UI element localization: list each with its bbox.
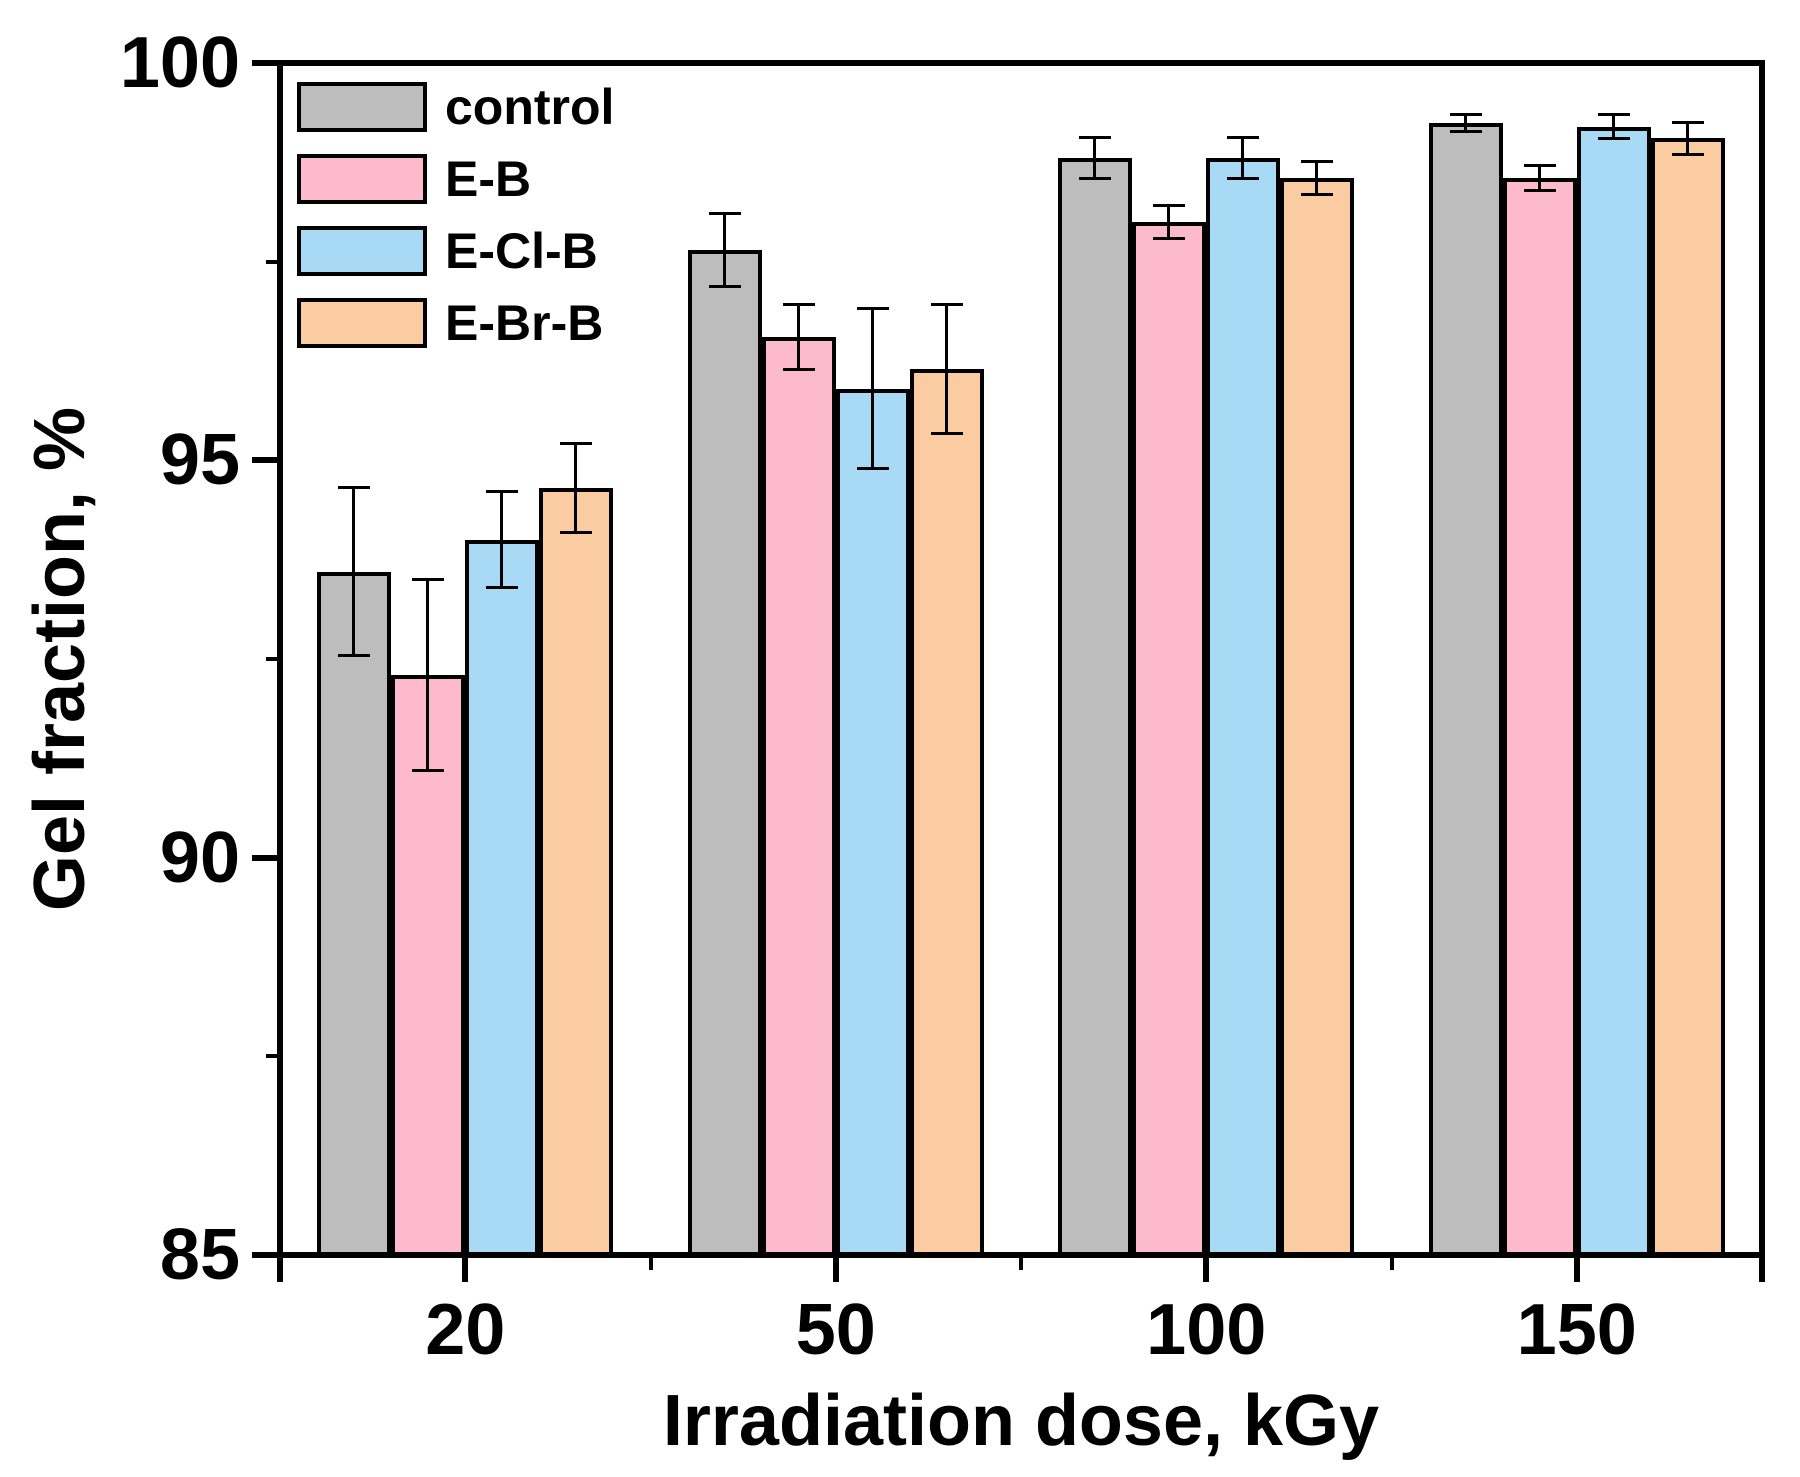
errorbar-line-e-br-b-50 [944,305,948,433]
y-axis-title: Gel fraction, % [20,406,100,912]
errorbar-line-e-b-100 [1167,206,1171,238]
bar-e-br-b-100 [1280,178,1355,1258]
errorbar-cap-bottom-e-b-50 [782,367,815,371]
y-minor-tick [266,259,280,264]
errorbar-cap-bottom-e-br-b-50 [930,431,963,435]
errorbar-cap-top-e-b-20 [412,577,445,581]
errorbar-cap-top-e-br-b-20 [560,442,593,446]
errorbar-line-e-b-150 [1537,166,1541,191]
x-minor-tick [1389,1258,1394,1270]
errorbar-cap-bottom-e-cl-b-150 [1597,137,1630,141]
errorbar-cap-top-e-br-b-150 [1671,120,1704,124]
errorbar-cap-top-e-br-b-100 [1301,160,1334,164]
errorbar-cap-top-control-100 [1079,136,1112,140]
errorbar-cap-bottom-control-50 [708,284,741,288]
legend-label-e-cl-b: E-Cl-B [445,223,598,279]
errorbar-cap-top-e-b-50 [782,303,815,307]
errorbar-cap-bottom-control-150 [1449,129,1482,133]
x-major-tick [832,1258,839,1282]
errorbar-cap-bottom-control-20 [338,654,371,658]
errorbar-line-e-cl-b-150 [1611,114,1615,139]
x-tick-label: 150 [1516,1290,1637,1370]
legend-swatch-e-cl-b [297,226,427,276]
legend-swatch-control [297,82,427,132]
errorbar-cap-bottom-e-cl-b-50 [856,467,889,471]
x-minor-tick [648,1258,653,1270]
errorbar-cap-top-e-cl-b-150 [1597,112,1630,116]
x-tick-label: 20 [425,1290,506,1370]
errorbar-cap-top-e-cl-b-20 [486,490,519,494]
y-major-tick [252,1252,280,1258]
errorbar-line-e-br-b-150 [1685,122,1689,155]
errorbar-line-e-b-20 [426,579,430,771]
x-major-tick [277,1258,283,1282]
errorbar-cap-bottom-e-br-b-100 [1301,193,1334,197]
errorbar-cap-bottom-e-br-b-20 [560,530,593,534]
errorbar-cap-bottom-control-100 [1079,177,1112,181]
legend-swatch-e-b [297,154,427,204]
y-tick-label: 95 [159,420,240,501]
errorbar-cap-bottom-e-cl-b-20 [486,586,519,590]
errorbar-cap-top-control-20 [338,486,371,490]
bar-e-b-50 [761,337,836,1258]
bar-e-b-100 [1132,221,1207,1258]
errorbar-cap-top-control-50 [708,211,741,215]
errorbar-cap-bottom-e-b-100 [1153,236,1186,240]
errorbar-line-control-50 [722,213,726,286]
errorbar-line-e-br-b-20 [574,444,578,532]
x-minor-tick [1019,1258,1023,1270]
bar-e-b-150 [1502,178,1577,1258]
errorbar-cap-top-e-b-100 [1153,204,1186,208]
errorbar-line-e-b-50 [796,305,800,369]
bar-e-br-b-150 [1650,138,1725,1258]
errorbar-cap-bottom-e-br-b-150 [1671,153,1704,157]
x-major-tick [1203,1258,1210,1282]
errorbar-line-e-cl-b-50 [870,309,874,469]
bar-e-cl-b-50 [835,388,910,1258]
y-tick-label: 90 [159,817,240,898]
errorbar-cap-top-e-br-b-50 [930,303,963,307]
bar-e-cl-b-150 [1576,126,1651,1258]
x-major-tick [1759,1258,1765,1282]
y-major-tick [252,854,280,861]
errorbar-cap-bottom-e-b-20 [412,769,445,773]
y-tick-label: 100 [119,23,240,103]
legend-swatch-e-br-b [297,298,427,348]
bar-e-br-b-20 [539,488,614,1258]
x-tick-label: 50 [795,1290,876,1370]
errorbar-cap-bottom-e-b-150 [1523,189,1556,193]
errorbar-line-control-20 [352,488,356,656]
bar-control-50 [687,249,762,1258]
bar-control-150 [1428,122,1503,1258]
bar-e-cl-b-100 [1206,158,1281,1258]
x-axis-title: Irradiation dose, kGy [662,1381,1380,1461]
errorbar-line-control-100 [1093,138,1097,179]
errorbar-cap-top-e-cl-b-100 [1227,136,1260,140]
errorbar-line-e-br-b-100 [1315,162,1319,195]
bar-e-br-b-50 [909,368,984,1258]
errorbar-cap-top-e-cl-b-50 [856,307,889,311]
y-major-tick [252,457,280,464]
x-major-tick [1573,1258,1580,1282]
x-major-tick [462,1258,469,1282]
y-minor-tick [266,1054,280,1059]
y-minor-tick [266,657,280,661]
bar-control-20 [317,571,392,1258]
legend-label-control: control [445,79,615,135]
errorbar-line-e-cl-b-20 [500,492,504,588]
y-tick-label: 85 [159,1215,240,1295]
legend-label-e-br-b: E-Br-B [445,295,604,351]
errorbar-line-control-150 [1463,114,1467,131]
errorbar-line-e-cl-b-100 [1241,138,1245,179]
legend-label-e-b: E-B [445,151,532,207]
errorbar-cap-top-control-150 [1449,112,1482,116]
y-major-tick [252,60,280,66]
bar-e-cl-b-20 [465,539,540,1258]
x-tick-label: 100 [1146,1290,1267,1370]
errorbar-cap-bottom-e-cl-b-100 [1227,177,1260,181]
bar-control-100 [1058,158,1133,1258]
errorbar-cap-top-e-b-150 [1523,164,1556,168]
